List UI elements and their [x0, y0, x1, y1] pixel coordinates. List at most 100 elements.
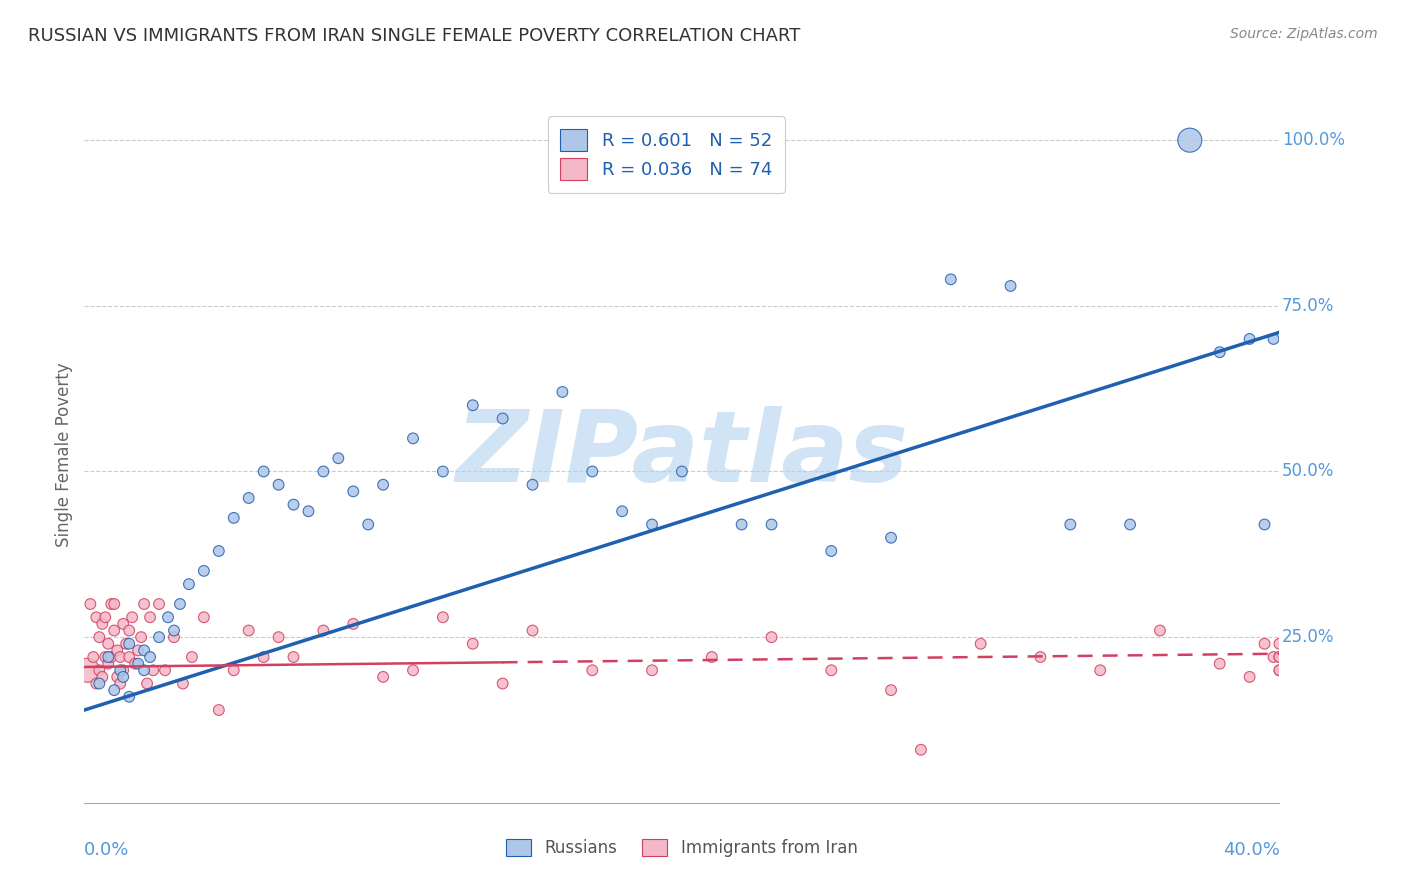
Point [820, 544, 842, 558]
Point [641, 517, 664, 532]
Point [139, 650, 162, 665]
Point [89, 630, 111, 644]
Legend: Russians, Immigrants from Iran: Russians, Immigrants from Iran [499, 832, 865, 864]
Point [731, 517, 754, 532]
Point [208, 544, 231, 558]
Point [193, 564, 215, 578]
Point [761, 517, 783, 532]
Point [283, 498, 305, 512]
Point [1149, 624, 1171, 638]
Point [880, 531, 903, 545]
Point [169, 597, 191, 611]
Text: 50.0%: 50.0% [1282, 462, 1334, 481]
Point [522, 477, 544, 491]
Point [1029, 650, 1052, 665]
Point [283, 650, 305, 665]
Point [761, 630, 783, 644]
Point [1239, 332, 1261, 346]
Point [115, 637, 138, 651]
Point [880, 683, 903, 698]
Point [342, 616, 364, 631]
Point [1268, 663, 1291, 677]
Point [103, 597, 125, 611]
Point [89, 663, 111, 677]
Point [267, 477, 290, 491]
Point [110, 650, 132, 665]
Point [110, 663, 132, 677]
Point [1059, 517, 1081, 532]
Point [253, 465, 276, 479]
Point [97, 637, 120, 651]
Point [132, 663, 156, 677]
Point [127, 643, 149, 657]
Point [328, 451, 350, 466]
Point [193, 610, 215, 624]
Point [94, 650, 117, 665]
Point [267, 630, 290, 644]
Point [432, 610, 454, 624]
Text: 0.0%: 0.0% [84, 841, 129, 859]
Y-axis label: Single Female Poverty: Single Female Poverty [55, 363, 73, 547]
Point [371, 670, 394, 684]
Point [105, 643, 128, 657]
Point [357, 517, 380, 532]
Point [970, 637, 993, 651]
Text: 100.0%: 100.0% [1282, 131, 1346, 149]
Point [238, 624, 260, 638]
Point [1268, 663, 1291, 677]
Point [100, 650, 122, 665]
Point [551, 384, 574, 399]
Point [132, 643, 156, 657]
Point [522, 624, 544, 638]
Point [1208, 345, 1230, 359]
Point [671, 465, 693, 479]
Point [91, 670, 114, 684]
Point [581, 663, 603, 677]
Point [127, 657, 149, 671]
Text: Source: ZipAtlas.com: Source: ZipAtlas.com [1230, 27, 1378, 41]
Point [163, 630, 186, 644]
Point [118, 637, 141, 651]
Point [1178, 133, 1201, 147]
Point [222, 663, 245, 677]
Point [222, 511, 245, 525]
Text: ZIPatlas: ZIPatlas [456, 407, 908, 503]
Point [820, 663, 842, 677]
Text: RUSSIAN VS IMMIGRANTS FROM IRAN SINGLE FEMALE POVERTY CORRELATION CHART: RUSSIAN VS IMMIGRANTS FROM IRAN SINGLE F… [28, 27, 800, 45]
Point [180, 650, 202, 665]
Point [641, 663, 664, 677]
Point [1268, 637, 1291, 651]
Point [253, 650, 276, 665]
Point [118, 624, 141, 638]
Point [142, 663, 165, 677]
Point [402, 663, 425, 677]
Point [1088, 663, 1111, 677]
Point [700, 650, 723, 665]
Point [103, 624, 125, 638]
Text: 25.0%: 25.0% [1282, 628, 1334, 646]
Point [97, 657, 120, 671]
Point [910, 743, 932, 757]
Point [124, 657, 146, 671]
Text: 75.0%: 75.0% [1282, 297, 1334, 315]
Point [1263, 650, 1285, 665]
Point [112, 670, 135, 684]
Point [163, 624, 186, 638]
Point [94, 610, 117, 624]
Point [139, 610, 162, 624]
Point [1208, 657, 1230, 671]
Point [82, 650, 104, 665]
Point [91, 616, 114, 631]
Point [1268, 650, 1291, 665]
Point [136, 676, 159, 690]
Point [1263, 332, 1285, 346]
Point [129, 630, 152, 644]
Point [148, 597, 170, 611]
Point [103, 683, 125, 698]
Point [118, 690, 141, 704]
Point [461, 637, 484, 651]
Point [402, 431, 425, 445]
Point [238, 491, 260, 505]
Point [110, 676, 132, 690]
Point [492, 676, 515, 690]
